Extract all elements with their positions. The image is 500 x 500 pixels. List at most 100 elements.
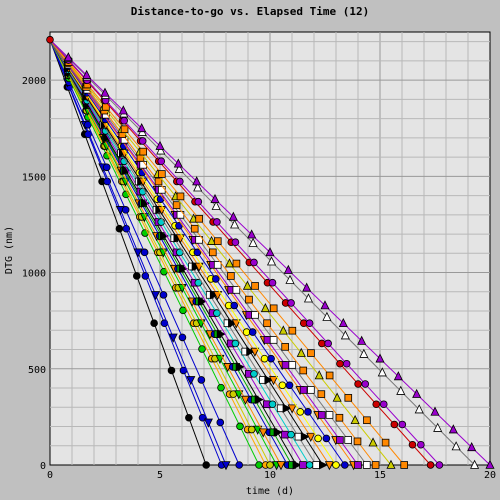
series xyxy=(49,39,444,469)
data-point xyxy=(350,414,360,425)
data-point xyxy=(396,385,406,395)
data-point xyxy=(216,329,226,339)
data-point xyxy=(299,366,308,375)
y-axis-label: DTG (nm) xyxy=(4,226,15,274)
data-point xyxy=(336,359,344,368)
data-point xyxy=(250,258,258,267)
y-tick-label: 1500 xyxy=(22,172,46,183)
data-point xyxy=(260,303,270,313)
data-point xyxy=(179,306,187,315)
data-point xyxy=(193,248,202,257)
data-point xyxy=(335,413,344,422)
data-point xyxy=(317,390,326,398)
data-point xyxy=(212,275,220,283)
data-point xyxy=(283,264,293,274)
data-point xyxy=(159,231,170,241)
data-point xyxy=(307,386,315,394)
data-point xyxy=(325,371,334,380)
data-point xyxy=(263,336,272,344)
data-point xyxy=(354,380,362,388)
data-point xyxy=(340,461,349,469)
y-tick-labels: 0 500 1000 1500 2000 xyxy=(22,76,46,472)
data-point xyxy=(470,459,480,469)
data-point xyxy=(247,229,257,239)
series-line xyxy=(49,39,289,466)
data-point xyxy=(342,359,351,368)
data-point xyxy=(84,120,92,129)
data-point xyxy=(302,282,312,292)
data-point xyxy=(398,420,407,429)
data-point xyxy=(287,404,297,414)
data-point xyxy=(357,335,367,345)
data-point xyxy=(121,206,130,214)
data-point xyxy=(414,404,424,414)
data-point xyxy=(158,170,166,178)
data-point xyxy=(377,367,387,377)
data-point xyxy=(379,400,388,409)
series-line xyxy=(49,39,293,466)
data-point xyxy=(258,428,268,438)
data-point xyxy=(133,248,143,258)
data-point xyxy=(236,422,244,431)
data-point xyxy=(251,282,259,290)
data-point xyxy=(268,278,277,287)
x-tick-label: 20 xyxy=(484,470,496,481)
data-point xyxy=(137,123,147,133)
data-point xyxy=(141,229,149,237)
data-point xyxy=(254,395,264,405)
data-point xyxy=(174,163,184,173)
series-line xyxy=(49,39,431,466)
data-point xyxy=(228,211,238,221)
data-point xyxy=(296,408,305,416)
data-point xyxy=(227,272,235,280)
data-point xyxy=(202,461,211,469)
data-point xyxy=(354,461,362,469)
grid-lines xyxy=(50,32,490,465)
data-point xyxy=(314,370,324,380)
data-point xyxy=(435,461,444,469)
data-point xyxy=(263,319,271,328)
data-point xyxy=(194,197,203,206)
data-point xyxy=(140,198,151,208)
chart-title: Distance-to-go vs. Elapsed Time (12) xyxy=(131,5,369,18)
data-point xyxy=(314,434,322,443)
data-point xyxy=(362,461,371,469)
y-tick-label: 0 xyxy=(40,461,46,472)
data-point xyxy=(230,301,239,310)
data-point xyxy=(242,280,252,290)
data-point xyxy=(213,309,221,317)
data-point xyxy=(322,311,332,321)
data-point xyxy=(156,195,165,203)
data-point xyxy=(276,461,286,471)
y-tick-label: 500 xyxy=(28,365,46,376)
data-point xyxy=(115,224,124,233)
data-point xyxy=(159,291,168,299)
data-point xyxy=(63,52,73,62)
data-point xyxy=(381,438,390,447)
data-point xyxy=(344,394,353,402)
series xyxy=(49,39,231,471)
data-point xyxy=(248,328,257,336)
data-point xyxy=(303,293,313,303)
data-point xyxy=(288,326,297,335)
data-point xyxy=(278,381,287,390)
data-point xyxy=(158,186,166,194)
data-point xyxy=(324,339,332,348)
data-point xyxy=(368,437,378,447)
data-point xyxy=(363,416,371,425)
data-point xyxy=(178,264,188,274)
series xyxy=(49,39,244,469)
data-point xyxy=(213,237,222,245)
data-point xyxy=(198,345,206,353)
data-point xyxy=(150,319,158,328)
series-line xyxy=(49,39,282,466)
data-point xyxy=(485,459,495,469)
y-tick-label: 2000 xyxy=(22,76,46,87)
series-line xyxy=(49,39,207,466)
data-point xyxy=(287,430,295,439)
data-point xyxy=(197,296,207,306)
data-point xyxy=(266,256,277,266)
data-point xyxy=(157,157,166,166)
series-line xyxy=(49,39,324,466)
